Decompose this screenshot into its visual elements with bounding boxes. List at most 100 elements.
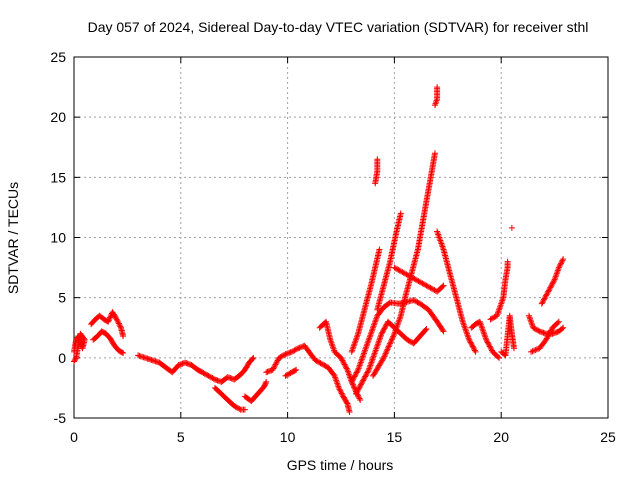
series-arc-steep-1 (348, 246, 383, 355)
data-point (534, 326, 541, 333)
data-point (282, 372, 289, 379)
data-point (547, 328, 554, 335)
data-point (292, 367, 299, 374)
data-point (423, 325, 430, 332)
data-point (382, 324, 389, 331)
data-point (322, 363, 329, 370)
data-point (544, 334, 551, 341)
data-point (466, 338, 473, 345)
data-point (249, 355, 256, 362)
data-point (496, 354, 503, 361)
data-point (381, 325, 388, 332)
data-point (556, 263, 563, 270)
data-point (317, 360, 324, 367)
data-point (349, 381, 356, 388)
data-point (338, 389, 344, 396)
data-point (379, 329, 386, 336)
series-arc-dip-2 (241, 378, 270, 405)
data-point (387, 339, 394, 346)
data-point (273, 358, 280, 365)
data-point (354, 388, 361, 395)
data-point (362, 372, 369, 379)
data-point (286, 370, 293, 377)
data-point (339, 391, 346, 398)
data-point (554, 319, 561, 326)
data-point (114, 317, 121, 324)
data-point (71, 357, 78, 364)
series-arc-dip-1 (211, 384, 248, 413)
data-point (383, 347, 390, 354)
data-point (270, 365, 277, 372)
data-point (342, 364, 349, 371)
data-point (484, 339, 491, 346)
x-axis-label: GPS time / hours (287, 457, 394, 473)
data-point (206, 373, 213, 380)
series-arc-night-2 (528, 318, 562, 355)
series-arc-afternoon-2 (434, 228, 479, 355)
data-point (532, 347, 539, 354)
data-point (199, 369, 206, 376)
data-point (376, 246, 383, 253)
x-tick-label: 5 (177, 429, 185, 445)
data-point (511, 345, 518, 352)
data-point (235, 405, 242, 412)
data-point (360, 376, 367, 383)
data-point (321, 362, 328, 369)
data-point (559, 257, 566, 264)
data-point (120, 350, 127, 357)
data-point (346, 408, 353, 415)
data-point (538, 300, 545, 307)
data-point (433, 99, 440, 106)
data-point (231, 402, 238, 409)
data-point (557, 261, 564, 268)
data-point (383, 349, 390, 356)
chart-title: Day 057 of 2024, Sidereal Day-to-day VTE… (88, 19, 589, 35)
data-point (209, 375, 216, 382)
data-point (488, 346, 495, 353)
data-point (404, 336, 411, 343)
data-point (560, 324, 567, 331)
data-point (422, 326, 429, 333)
data-point (292, 346, 299, 353)
data-point (348, 378, 355, 385)
data-point (341, 361, 348, 368)
x-tick-label: 10 (280, 429, 296, 445)
data-point (543, 292, 550, 299)
data-point (439, 327, 446, 334)
data-point (290, 348, 297, 355)
data-point (330, 371, 337, 378)
data-point (338, 356, 345, 363)
series-arc-evening-3 (498, 312, 518, 359)
data-point (343, 365, 350, 372)
data-point (339, 357, 346, 364)
data-point (388, 337, 395, 344)
data-point (380, 354, 387, 361)
data-point (546, 285, 553, 292)
data-point (490, 314, 497, 321)
data-point (263, 378, 270, 385)
data-point (276, 354, 283, 361)
data-point (342, 362, 349, 369)
data-point (357, 382, 364, 389)
data-point (545, 331, 552, 338)
data-point (390, 333, 397, 340)
data-point (285, 371, 292, 378)
data-point (283, 372, 290, 379)
data-point (364, 369, 371, 376)
data-point (530, 347, 537, 354)
data-point (278, 353, 285, 360)
data-point (113, 315, 120, 322)
series-arc-early-2 (90, 328, 127, 357)
y-tick-label: 5 (58, 290, 66, 306)
series-arc-peak (431, 84, 441, 109)
data-point (541, 295, 548, 302)
data-point (107, 313, 114, 320)
data-point (233, 404, 240, 411)
data-point (351, 373, 358, 380)
y-tick-label: -5 (54, 410, 67, 426)
series-arc-start-low (71, 330, 88, 365)
data-point (107, 314, 114, 321)
data-point (356, 395, 363, 402)
data-point (313, 357, 320, 364)
data-point (279, 352, 286, 359)
